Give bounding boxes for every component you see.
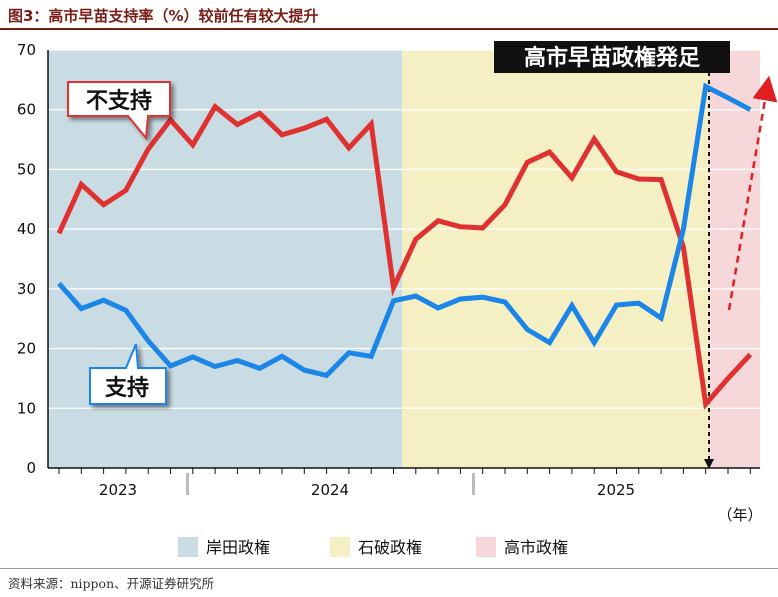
band-ishiba (402, 50, 709, 468)
launch-arrow-icon (704, 459, 714, 469)
callout-disapprove: 不支持 (67, 81, 171, 141)
chart: 0 10 20 30 40 50 60 70 高市早苗政権発足 不支持 支持 2023 202… (17, 41, 778, 557)
year-separator (472, 473, 475, 495)
gridlines (48, 49, 760, 409)
legend-swatch-kishida (178, 537, 198, 557)
x-unit-label: （年） (717, 506, 762, 524)
callout-approve: 支持 (89, 343, 167, 405)
legend-swatch-ishiba (330, 537, 350, 557)
series-lines (56, 82, 753, 410)
title-rule (0, 28, 778, 30)
y-tick-label: 10 (17, 399, 36, 417)
series-line-disapprove (56, 102, 753, 410)
figure-title: 图3：高市早苗支持率（%）较前任有较大提升 (8, 7, 319, 25)
period-bands (48, 50, 760, 468)
y-tick-label: 70 (17, 41, 36, 59)
y-tick-label: 40 (17, 220, 36, 238)
legend: 岸田政権 石破政権 高市政権 (178, 537, 568, 557)
series-line-approve (57, 82, 752, 379)
year-separator (186, 473, 189, 495)
callout-approve-label: 支持 (105, 376, 149, 401)
y-tick-label: 60 (17, 101, 36, 119)
x-tick-marks (58, 468, 751, 474)
trend-arrow (727, 75, 778, 311)
annotation-text: 高市早苗政権発足 (524, 45, 700, 71)
legend-label-takaichi: 高市政権 (504, 538, 568, 557)
legend-swatch-takaichi (476, 537, 496, 557)
y-tick-labels: 0 10 20 30 40 50 60 70 (17, 41, 36, 477)
year-label-2024: 2024 (311, 481, 349, 499)
source-rule (0, 568, 778, 569)
y-tick-label: 50 (17, 160, 36, 178)
callout-disapprove-label: 不支持 (86, 89, 152, 114)
y-tick-label: 0 (26, 459, 36, 477)
legend-label-kishida: 岸田政権 (206, 538, 270, 557)
band-takaichi (709, 50, 760, 468)
legend-label-ishiba: 石破政権 (358, 538, 422, 557)
year-label-2025: 2025 (597, 481, 635, 499)
source-note: 资料来源：nippon、开源证券研究所 (8, 576, 215, 591)
y-tick-label: 20 (17, 340, 36, 358)
annotation-box (494, 41, 730, 73)
y-tick-label: 30 (17, 280, 36, 298)
year-label-2023: 2023 (99, 481, 137, 499)
